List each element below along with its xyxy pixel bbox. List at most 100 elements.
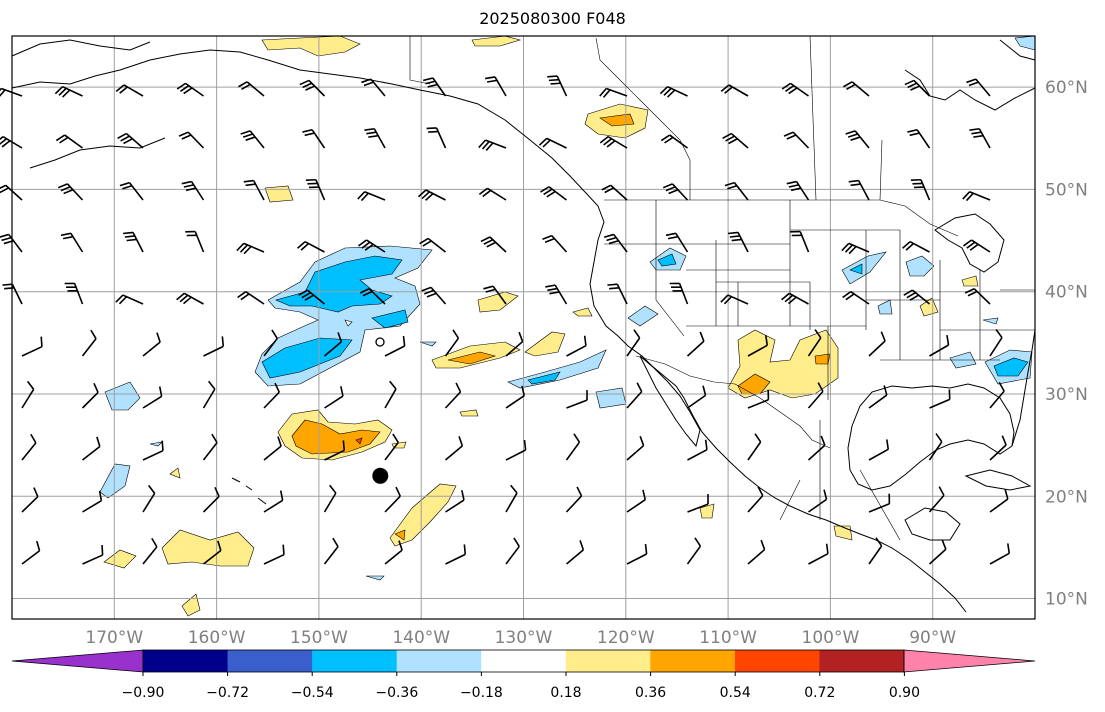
wind-barb — [545, 284, 568, 305]
lon-tick-label: 130°W — [495, 628, 553, 648]
shade-light-blue — [419, 341, 437, 347]
wind-barb — [81, 382, 99, 409]
wind-barb — [542, 234, 568, 253]
wind-barb — [323, 484, 337, 513]
colorbar: −0.90 −0.72 −0.54 −0.36 −0.18 0.18 0.36 0.54 0.7… — [11, 649, 1036, 701]
wind-barb — [727, 231, 749, 253]
wind-barb — [202, 486, 220, 513]
wind-barb — [547, 75, 568, 97]
lat-tick-label: 50°N — [1045, 180, 1088, 200]
wind-barb — [929, 389, 951, 409]
shade-light-blue — [365, 575, 385, 581]
wind-barb — [243, 179, 265, 201]
wind-barb — [807, 435, 826, 461]
wind-barb — [359, 287, 386, 305]
colorbar-tick-label: 0.54 — [720, 685, 751, 701]
wind-barb — [843, 81, 870, 97]
wind-barb — [868, 537, 883, 565]
lat-tick-label: 20°N — [1045, 487, 1088, 507]
wind-barb — [384, 433, 399, 461]
wind-barb — [687, 494, 709, 513]
wind-barb — [808, 543, 829, 565]
wind-barb — [237, 291, 265, 305]
us-state-lines — [604, 200, 1035, 400]
shade-yellow — [477, 291, 519, 313]
wind-barb — [722, 132, 749, 149]
shade-light-blue — [104, 381, 141, 411]
wind-barb — [747, 335, 769, 357]
colorbar-extend-high — [903, 649, 1036, 673]
wind-barb — [868, 439, 890, 461]
wind-barb — [686, 331, 705, 357]
wind-barb — [659, 85, 688, 98]
shade-orange — [394, 529, 406, 541]
shade-blue — [993, 357, 1029, 377]
wind-barb — [81, 329, 97, 357]
wind-barb — [181, 180, 205, 201]
wind-barb — [21, 487, 39, 513]
longitude-labels: 170°W 160°W 150°W 140°W 130°W 120°W 110°W 100°W… — [85, 628, 956, 648]
wind-barb — [263, 329, 278, 357]
shade-yellow — [161, 529, 255, 567]
wind-barbs — [0, 75, 1011, 565]
wind-barb — [747, 539, 766, 565]
coast-labrador — [999, 39, 1036, 61]
lon-tick-label: 160°W — [188, 628, 246, 648]
wind-barb — [21, 336, 43, 357]
wind-barb — [178, 131, 205, 149]
hawaii-islands — [231, 477, 267, 505]
wind-barb — [724, 181, 749, 201]
lat-tick-label: 30°N — [1045, 385, 1088, 405]
wind-barb — [142, 386, 163, 409]
wind-barb — [910, 178, 931, 201]
border-canada-provinces — [595, 35, 883, 201]
wind-barb — [384, 380, 397, 409]
wind-barb — [566, 390, 588, 409]
wind-barb — [203, 336, 225, 357]
coastline-north-america-west — [11, 49, 967, 613]
shade-blue — [849, 263, 863, 275]
wind-barb — [21, 380, 35, 409]
wind-barb — [747, 486, 764, 513]
wind-barb — [903, 289, 931, 305]
wind-barb — [426, 127, 447, 149]
wind-barb — [963, 239, 991, 253]
wind-barb — [626, 435, 645, 461]
wind-barb — [202, 433, 218, 461]
wind-barb — [478, 187, 507, 201]
wind-barb — [384, 486, 402, 513]
lon-tick-label: 140°W — [392, 628, 450, 648]
wind-barb — [176, 82, 204, 97]
colorbar-segment — [312, 650, 398, 672]
wind-barb — [445, 490, 465, 513]
wind-barb — [781, 292, 809, 305]
wind-barb — [176, 292, 204, 305]
coastline-east — [1011, 329, 1036, 447]
wind-barb — [505, 385, 526, 409]
shade-light-blue — [627, 305, 659, 327]
wind-barb — [964, 287, 991, 305]
colorbar-tick-label: 0.72 — [804, 685, 835, 701]
wind-barb — [478, 139, 507, 151]
shade-yellow — [264, 185, 294, 203]
shade-yellow — [572, 307, 593, 317]
wind-barb — [607, 283, 628, 305]
wind-barb — [928, 486, 945, 513]
wind-barb — [323, 332, 343, 357]
colorbar-extend-low — [11, 649, 144, 673]
shade-light-blue — [905, 255, 935, 277]
wind-barb — [119, 181, 144, 201]
shade-orange — [291, 419, 381, 455]
wind-barb — [202, 380, 216, 409]
wind-barb — [21, 540, 41, 565]
wind-barb — [263, 436, 282, 461]
wind-barb — [82, 490, 103, 513]
wind-barb — [845, 130, 870, 149]
shade-blue — [657, 253, 677, 267]
shade-light-blue — [841, 251, 887, 285]
wind-barb — [142, 332, 161, 357]
wind-barb — [720, 294, 749, 305]
wind-barb — [444, 329, 460, 357]
wind-barb — [142, 440, 164, 461]
wind-barb — [142, 537, 158, 565]
